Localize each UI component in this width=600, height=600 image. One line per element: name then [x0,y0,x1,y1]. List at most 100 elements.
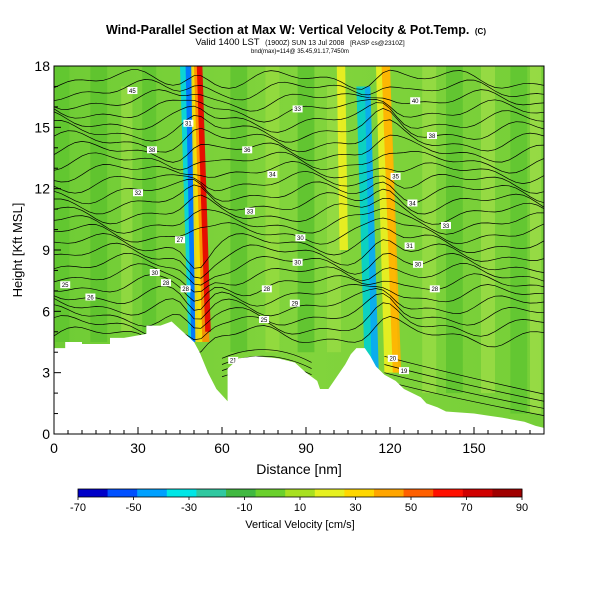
contour-label-text: 31 [406,244,413,250]
contour-label-bg [245,207,255,215]
contour-label-bg [261,285,272,293]
contour-label: 33 [245,207,255,215]
velocity-field [55,66,542,414]
colorbar-segment [314,489,345,497]
contour-label-bg [387,354,398,362]
contour-label-bg [407,199,418,207]
contour-label-text: 25 [62,283,69,289]
theta-contour-line [54,227,544,269]
chart-title: Wind-Parallel Section at Max W: Vertical… [106,23,486,37]
contour-label-bg [175,236,185,244]
contour-label-text: 29 [291,301,298,307]
theta-contour-line [54,134,544,163]
contour-label-bg [180,285,191,293]
contour-label-bg [292,105,303,113]
contour-label-text: 33 [294,107,301,113]
contour-label: 20 [387,354,398,363]
contour-label: 35 [390,172,401,181]
contour-label-text: 27 [177,238,184,244]
contour-label: 36 [242,146,253,154]
colorbar-tick-label: 70 [460,502,472,514]
velocity-streak [297,66,315,353]
x-axis-label: Distance [nm] [256,461,342,477]
contour-label-text: 20 [389,357,396,363]
theta-contour-line [54,302,544,341]
contour-label: 28 [261,285,272,293]
contour-label: 29 [289,299,300,307]
downdraft-band [356,86,374,373]
chart-subtitle: Valid 1400 LST (1900Z) SUN 13 Jul 2008 [… [195,37,404,48]
theta-contour-line [54,170,544,194]
contour-label-bg [427,132,437,140]
chart-subtitle-line2: bnd(max)=114@ 35.45,91.17,7450m [251,49,349,55]
updraft-core [196,66,211,332]
velocity-streak [265,66,280,353]
contour-label-bg [161,279,171,287]
contour-label: 40 [410,97,421,105]
contour-label-bg [133,189,143,197]
x-tick-label: 120 [378,440,402,456]
plot-area: 45 31 38 32 27 30 28 28 25 26 33 36 34 33 30 30 28 29 25 21… [54,66,544,434]
theta-contour-line [54,184,544,215]
contour-label-text: 30 [297,236,304,242]
velocity-streak [510,66,528,414]
theta-contour-line [384,372,544,409]
contour-label: 27 [175,236,185,244]
contour-label-bg [259,316,269,324]
theta-contour-line [54,239,544,279]
velocity-streak [446,66,463,394]
updraft-core [381,66,402,373]
theta-contour-line [384,355,544,395]
contour-label: 33 [292,105,303,113]
contour-label-text: 30 [415,263,422,269]
contour-label-bg [404,242,415,250]
x-tick-label: 60 [214,440,230,456]
contour-label: 34 [407,199,418,207]
contour-label-text: 34 [269,173,276,179]
contour-label-text: 30 [151,271,158,277]
colorbar-segment [492,489,523,497]
velocity-streak [230,66,248,353]
chart-title-mark: (C) [475,27,486,36]
contour-label-bg [183,119,194,127]
contour-label: 21 [228,356,239,365]
contour-label-bg [267,170,278,178]
theta-contour-line [54,69,544,90]
contour-label: 30 [295,234,306,242]
colorbar-label: Vertical Velocity [cm/s] [245,519,354,531]
contour-label-bg [147,146,157,154]
contour-label-text: 36 [244,148,251,154]
contour-label-bg [228,356,239,364]
contour-label-bg [413,260,423,268]
y-tick-label: 3 [42,365,50,381]
colorbar-segment [137,489,168,497]
contour-label-text: 19 [401,369,408,375]
theta-contour-line [54,263,544,293]
contour-label: 28 [161,279,171,287]
colorbar-tick-label: 50 [405,502,417,514]
contour-labels: 45 31 38 32 27 30 28 28 25 26 33 36 34 33 30 30 28 29 25 21… [60,87,451,375]
colorbar-tick-label: 30 [349,502,361,514]
contour-label: 28 [180,285,191,293]
terrain-ground [54,321,544,434]
contour-label-bg [390,172,401,180]
theta-contour-line [54,89,544,112]
contour-label-text: 25 [261,318,268,324]
x-tick-label: 150 [462,440,486,456]
contour-label-text: 45 [129,89,136,95]
theta-contour-line [54,179,544,205]
contour-label-text: 31 [185,122,192,128]
contour-label-text: 21 [230,359,237,365]
contour-label-text: 28 [163,281,170,287]
contour-label-text: 33 [247,209,254,215]
y-tick-label: 15 [34,119,50,135]
colorbar-tick-label: 10 [294,502,306,514]
contour-label: 45 [127,87,138,95]
x-axis: 0 30 60 90 120 150 [50,427,545,456]
x-tick-label: 30 [130,440,146,456]
y-axis-label: Height [Kft MSL] [10,203,25,298]
theta-contour-line [54,102,544,133]
colorbar-segment [255,489,286,497]
contour-label-text: 38 [149,148,156,154]
colorbar-segment [107,489,138,497]
